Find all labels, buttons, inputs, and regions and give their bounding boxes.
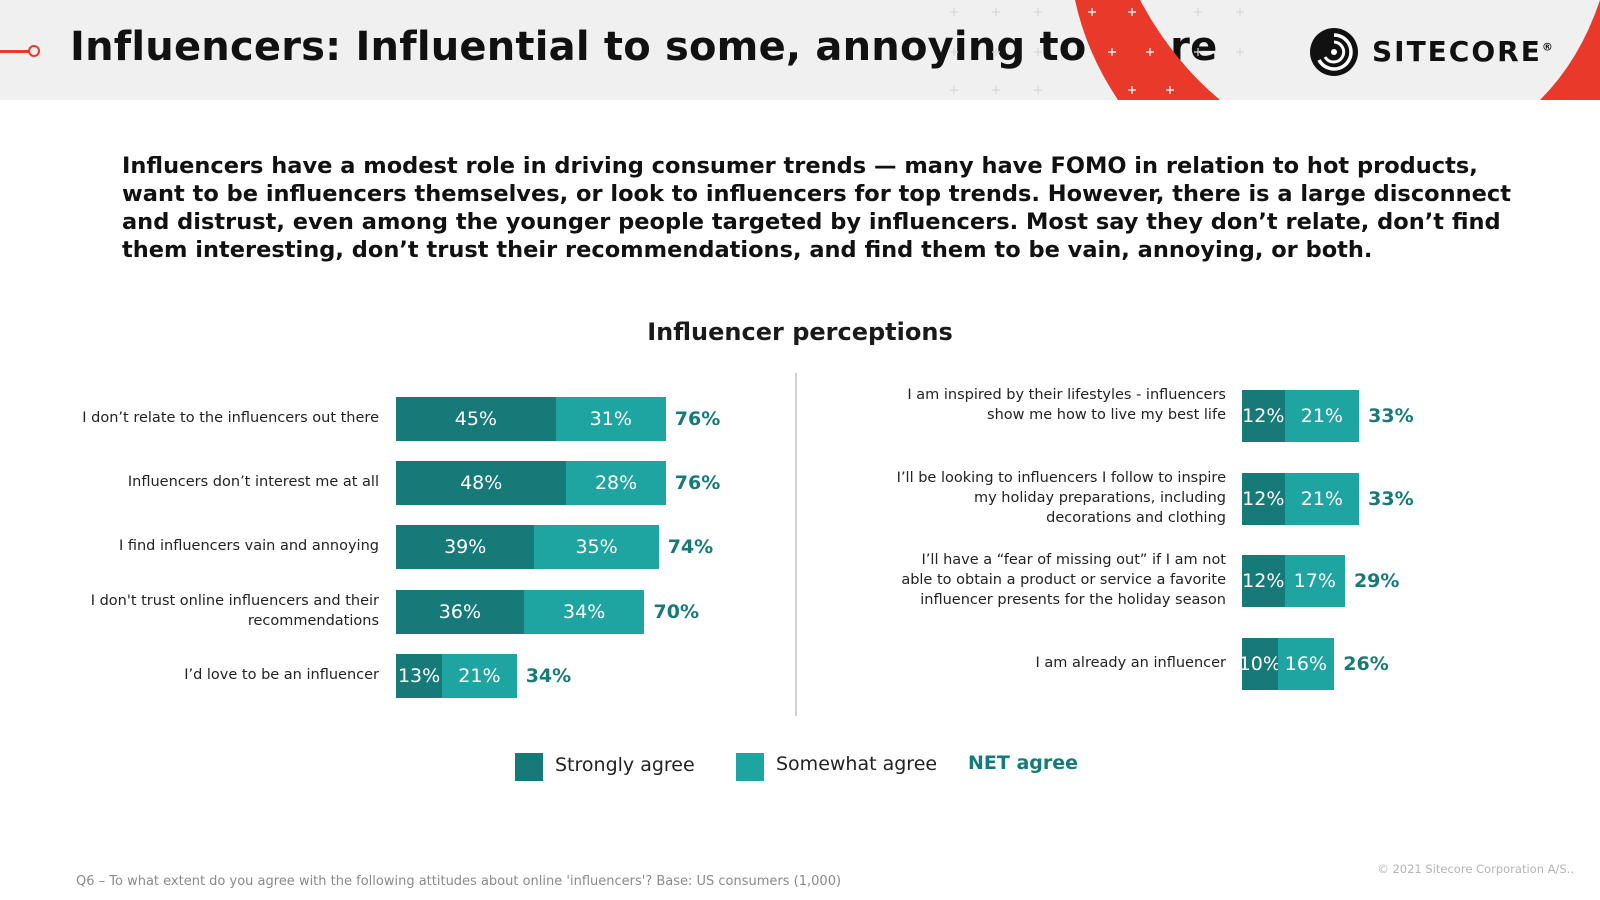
bar-somewhat-left-1: 28% (566, 461, 666, 505)
legend-label-somewhat: Somewhat agree (776, 753, 938, 775)
net-value-right-0: 33% (1368, 405, 1414, 427)
net-value-left-0: 76% (674, 408, 721, 430)
sitecore-logo-icon (1310, 28, 1358, 76)
bar-label-left-0: I don’t relate to the influencers out th… (82, 410, 379, 426)
chart-title: Influencer perceptions (647, 318, 953, 346)
bar-somewhat-right-2: 17% (1284, 555, 1345, 607)
bar-strongly-left-4: 13% (396, 654, 443, 698)
legend-swatch-somewhat (736, 753, 764, 781)
bar-strongly-left-2: 39% (396, 525, 535, 569)
bar-strongly-left-0: 45% (396, 397, 556, 441)
bar-label-left-3: I don't trust online influencers and the… (90, 593, 379, 629)
bar-strongly-right-3: 10% (1239, 638, 1281, 690)
sitecore-logo-text: SITECORE® (1372, 35, 1555, 68)
bar-label-right-1: I’ll be looking to influencers I follow … (896, 470, 1226, 526)
net-value-right-2: 29% (1353, 570, 1400, 592)
bar-somewhat-right-0: 21% (1284, 390, 1360, 442)
bar-strongly-left-3: 36% (396, 590, 524, 634)
bar-label-left-4: I’d love to be an influencer (184, 667, 379, 683)
bar-label-right-0: I am inspired by their lifestyles - infl… (907, 387, 1226, 423)
header-bar: Influencers: Influential to some, annoyi… (0, 0, 1600, 100)
bar-strongly-right-2: 12% (1242, 555, 1285, 607)
bar-somewhat-right-3: 16% (1277, 638, 1335, 690)
bar-somewhat-left-2: 35% (534, 525, 659, 569)
net-value-right-3: 26% (1343, 653, 1389, 675)
bar-label-left-2: I find influencers vain and annoying (118, 538, 379, 554)
bar-somewhat-left-3: 34% (523, 590, 645, 634)
footnote: Q6 – To what extent do you agree with th… (76, 874, 842, 889)
net-value-left-3: 70% (653, 601, 699, 623)
bar-strongly-left-1: 48% (396, 461, 567, 505)
page-title: Influencers: Influential to some, annoyi… (70, 24, 1218, 70)
net-value-left-1: 76% (674, 472, 721, 494)
intro-paragraph: Influencers have a modest role in drivin… (122, 153, 1512, 263)
bar-somewhat-left-0: 31% (555, 397, 666, 441)
bar-strongly-right-0: 12% (1242, 390, 1285, 442)
bar-somewhat-right-1: 21% (1284, 473, 1360, 525)
copyright: © 2021 Sitecore Corporation A/S.. (1377, 862, 1574, 876)
net-value-right-1: 33% (1368, 488, 1414, 510)
bar-label-right-3: I am already an influencer (1035, 655, 1226, 671)
bar-label-left-1: Influencers don’t interest me at all (127, 474, 379, 490)
net-value-left-2: 74% (667, 536, 714, 558)
bar-label-right-2: I’ll have a “fear of missing out” if I a… (901, 552, 1226, 608)
bar-somewhat-left-4: 21% (442, 654, 517, 698)
net-value-left-4: 34% (525, 665, 572, 687)
legend-swatch-strongly (515, 753, 543, 781)
legend-label-strongly: Strongly agree (555, 754, 695, 776)
header-accent-dot (28, 45, 40, 57)
bar-strongly-right-1: 12% (1242, 473, 1285, 525)
legend-label-net: NET agree (968, 752, 1079, 774)
chart-divider (795, 373, 797, 716)
header-accent-line (0, 50, 30, 53)
decorative-arc-graphic (950, 0, 1600, 100)
